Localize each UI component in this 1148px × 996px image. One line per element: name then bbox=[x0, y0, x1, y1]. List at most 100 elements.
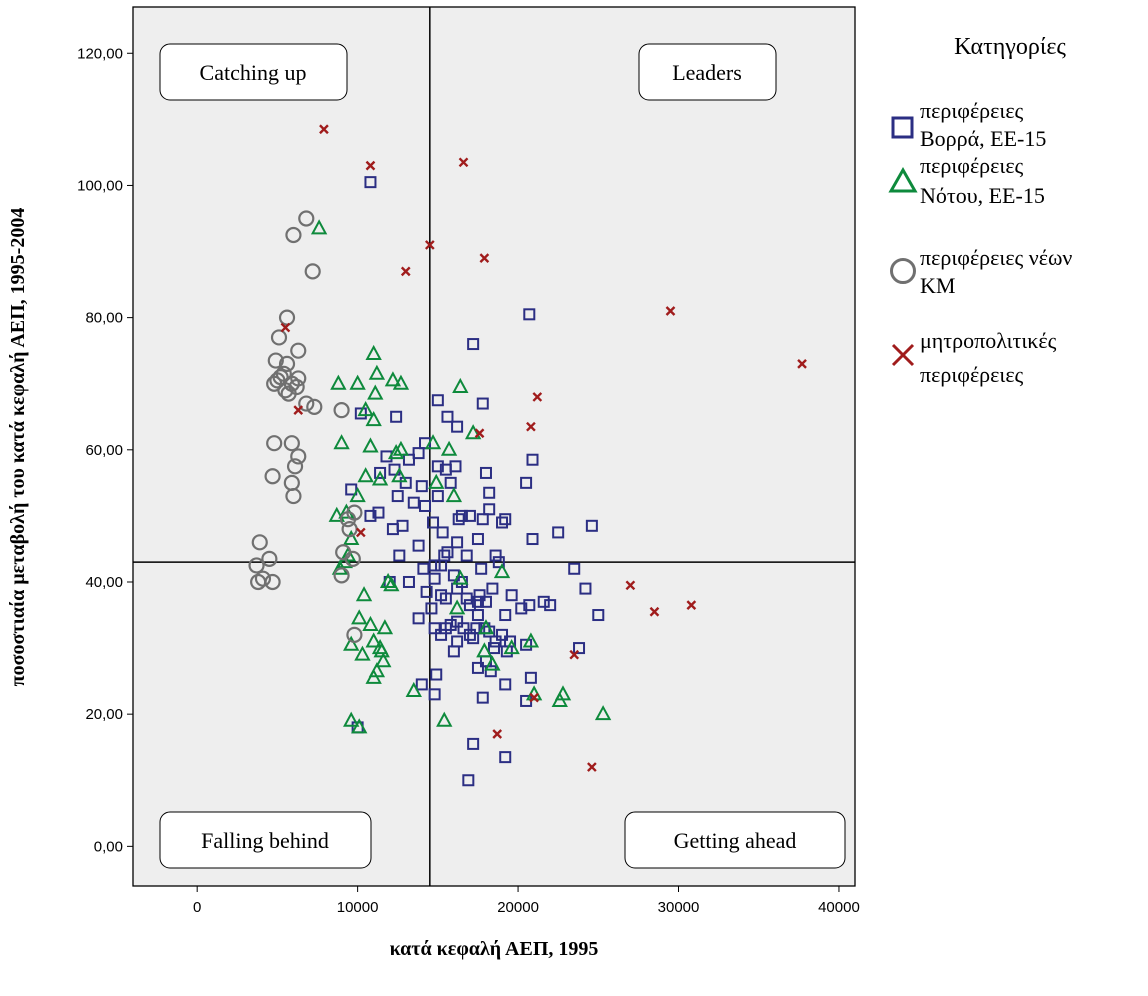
data-point-square bbox=[428, 622, 441, 635]
data-point-square bbox=[483, 486, 496, 499]
data-point-triangle bbox=[428, 473, 445, 489]
data-point-square bbox=[463, 599, 476, 612]
data-point-square bbox=[467, 338, 480, 351]
data-point-square bbox=[492, 556, 505, 569]
data-point-square bbox=[462, 774, 475, 787]
data-point-square bbox=[573, 642, 586, 655]
data-point-x bbox=[665, 306, 676, 316]
y-tick-label: 80,00 bbox=[85, 310, 123, 327]
data-point-square bbox=[460, 592, 473, 605]
data-point-square bbox=[483, 503, 496, 516]
data-point-circle bbox=[270, 329, 288, 346]
data-point-square bbox=[471, 661, 484, 674]
y-tick-label: 0,00 bbox=[94, 838, 123, 855]
data-point-circle bbox=[286, 458, 304, 475]
legend-label-new-members-line2: ΚΜ bbox=[920, 273, 955, 298]
data-point-triangle bbox=[436, 711, 453, 727]
data-point-triangle bbox=[522, 632, 540, 648]
data-point-triangle bbox=[368, 364, 386, 380]
data-point-square bbox=[430, 668, 443, 681]
data-point-square bbox=[592, 609, 605, 622]
data-point-square bbox=[420, 585, 433, 598]
data-point-triangle bbox=[440, 440, 458, 456]
data-point-circle bbox=[251, 534, 268, 551]
data-point-square bbox=[354, 407, 367, 420]
data-point-square bbox=[441, 410, 454, 423]
data-point-square bbox=[439, 592, 452, 605]
legend-title: Κατηγορίες bbox=[954, 34, 1066, 60]
data-point-square bbox=[496, 516, 509, 529]
legend-label-metropolitan-line2: περιφέρειες bbox=[920, 362, 1024, 387]
data-point-square bbox=[499, 609, 512, 622]
y-axis: 0,00 20,00 40,00 60,00 80,00 100,00 120,00 bbox=[77, 45, 133, 855]
data-point-triangle bbox=[365, 344, 382, 360]
data-point-x bbox=[355, 527, 366, 538]
legend-marker-triangle bbox=[888, 166, 918, 193]
data-point-square bbox=[479, 595, 492, 608]
data-point-triangle bbox=[424, 434, 442, 450]
data-point-circle bbox=[250, 573, 267, 591]
data-point-circle bbox=[288, 378, 305, 396]
x-axis: 0 10000 20000 30000 40000 bbox=[193, 886, 860, 916]
data-point-triangle bbox=[445, 486, 463, 503]
y-tick-label: 60,00 bbox=[85, 442, 123, 459]
data-point-square bbox=[428, 688, 441, 701]
data-point-square bbox=[412, 539, 425, 552]
data-points bbox=[248, 124, 807, 787]
data-point-square bbox=[345, 483, 358, 496]
data-point-square bbox=[524, 671, 537, 684]
data-point-triangle bbox=[351, 718, 368, 734]
data-point-square bbox=[568, 562, 581, 575]
data-point-square bbox=[579, 582, 592, 595]
data-point-triangle bbox=[503, 638, 520, 655]
data-point-square bbox=[402, 453, 415, 466]
data-point-triangle bbox=[354, 645, 371, 661]
data-point-square bbox=[431, 490, 444, 503]
x-axis-title: κατά κεφαλή ΑΕΠ, 1995 bbox=[390, 938, 599, 960]
data-point-square bbox=[431, 460, 444, 473]
data-point-triangle bbox=[343, 529, 360, 546]
data-point-triangle bbox=[362, 615, 379, 631]
data-point-square bbox=[372, 506, 385, 519]
data-point-x bbox=[365, 160, 376, 171]
legend-label-metropolitan-line1: μητροπολιτικές bbox=[920, 328, 1057, 353]
data-point-triangle bbox=[357, 467, 374, 483]
data-point-x bbox=[529, 692, 539, 703]
data-point-x bbox=[492, 729, 503, 739]
data-point-circle bbox=[344, 550, 361, 567]
data-point-square bbox=[390, 410, 403, 423]
data-point-triangle bbox=[484, 655, 501, 671]
legend-label-north-line1: περιφέρειες bbox=[920, 98, 1024, 123]
data-point-triangle bbox=[464, 424, 482, 440]
data-point-triangle bbox=[371, 470, 389, 486]
y-tick-label: 100,00 bbox=[77, 177, 123, 194]
legend-entry-metropolitan: μητροπολιτικές περιφέρειες bbox=[891, 328, 1057, 387]
x-tick-label: 10000 bbox=[337, 899, 379, 916]
data-point-circle bbox=[298, 210, 315, 227]
data-point-x bbox=[400, 266, 411, 277]
data-point-square bbox=[425, 602, 438, 615]
data-point-triangle bbox=[349, 374, 366, 390]
data-point-square bbox=[428, 559, 441, 572]
data-point-triangle bbox=[375, 652, 392, 668]
data-point-triangle bbox=[452, 377, 469, 394]
data-point-triangle bbox=[333, 434, 350, 450]
data-point-triangle bbox=[384, 371, 402, 387]
data-point-triangle bbox=[387, 444, 405, 460]
data-point-circle bbox=[290, 342, 307, 359]
data-point-square bbox=[451, 420, 464, 433]
data-point-circle bbox=[272, 369, 289, 386]
data-point-square bbox=[431, 394, 444, 407]
data-point-square bbox=[412, 447, 425, 460]
data-point-square bbox=[515, 602, 528, 615]
data-point-square bbox=[427, 516, 440, 529]
data-point-circle bbox=[248, 557, 265, 574]
quadrant-label-catching-up: Catching up bbox=[159, 43, 348, 101]
data-point-square bbox=[374, 466, 387, 479]
legend-entry-north: περιφέρειες Βορρά, ΕΕ-15 bbox=[891, 98, 1046, 151]
data-point-square bbox=[488, 642, 500, 655]
data-point-triangle bbox=[365, 632, 382, 648]
data-point-square bbox=[441, 546, 454, 559]
data-point-circle bbox=[285, 487, 302, 505]
